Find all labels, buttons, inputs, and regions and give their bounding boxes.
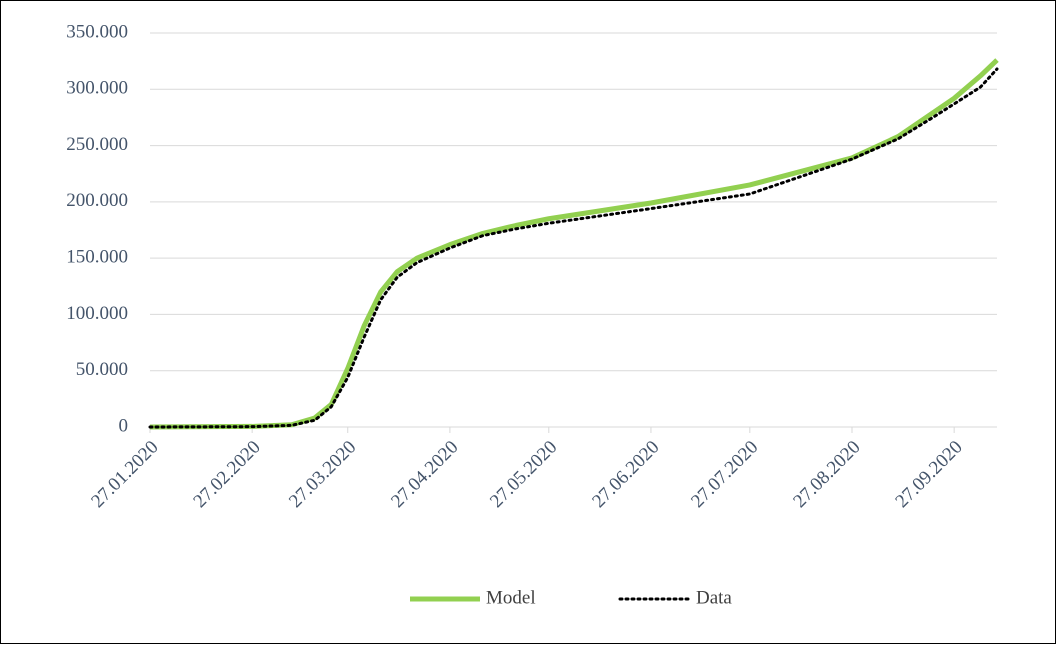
y-tick-label: 300.000 — [66, 78, 128, 99]
y-tick-label: 100.000 — [66, 303, 128, 324]
legend-label: Data — [696, 587, 732, 608]
legend-label: Model — [486, 587, 536, 608]
y-tick-label: 250.000 — [66, 134, 128, 155]
data-line — [149, 58, 999, 430]
y-tick-label: 50.000 — [76, 359, 128, 380]
y-tick-label: 350.000 — [66, 21, 128, 42]
y-tick-label: 0 — [119, 415, 129, 436]
data-line — [148, 67, 999, 429]
y-tick-label: 150.000 — [66, 247, 128, 268]
y-tick-label: 200.000 — [66, 190, 128, 211]
